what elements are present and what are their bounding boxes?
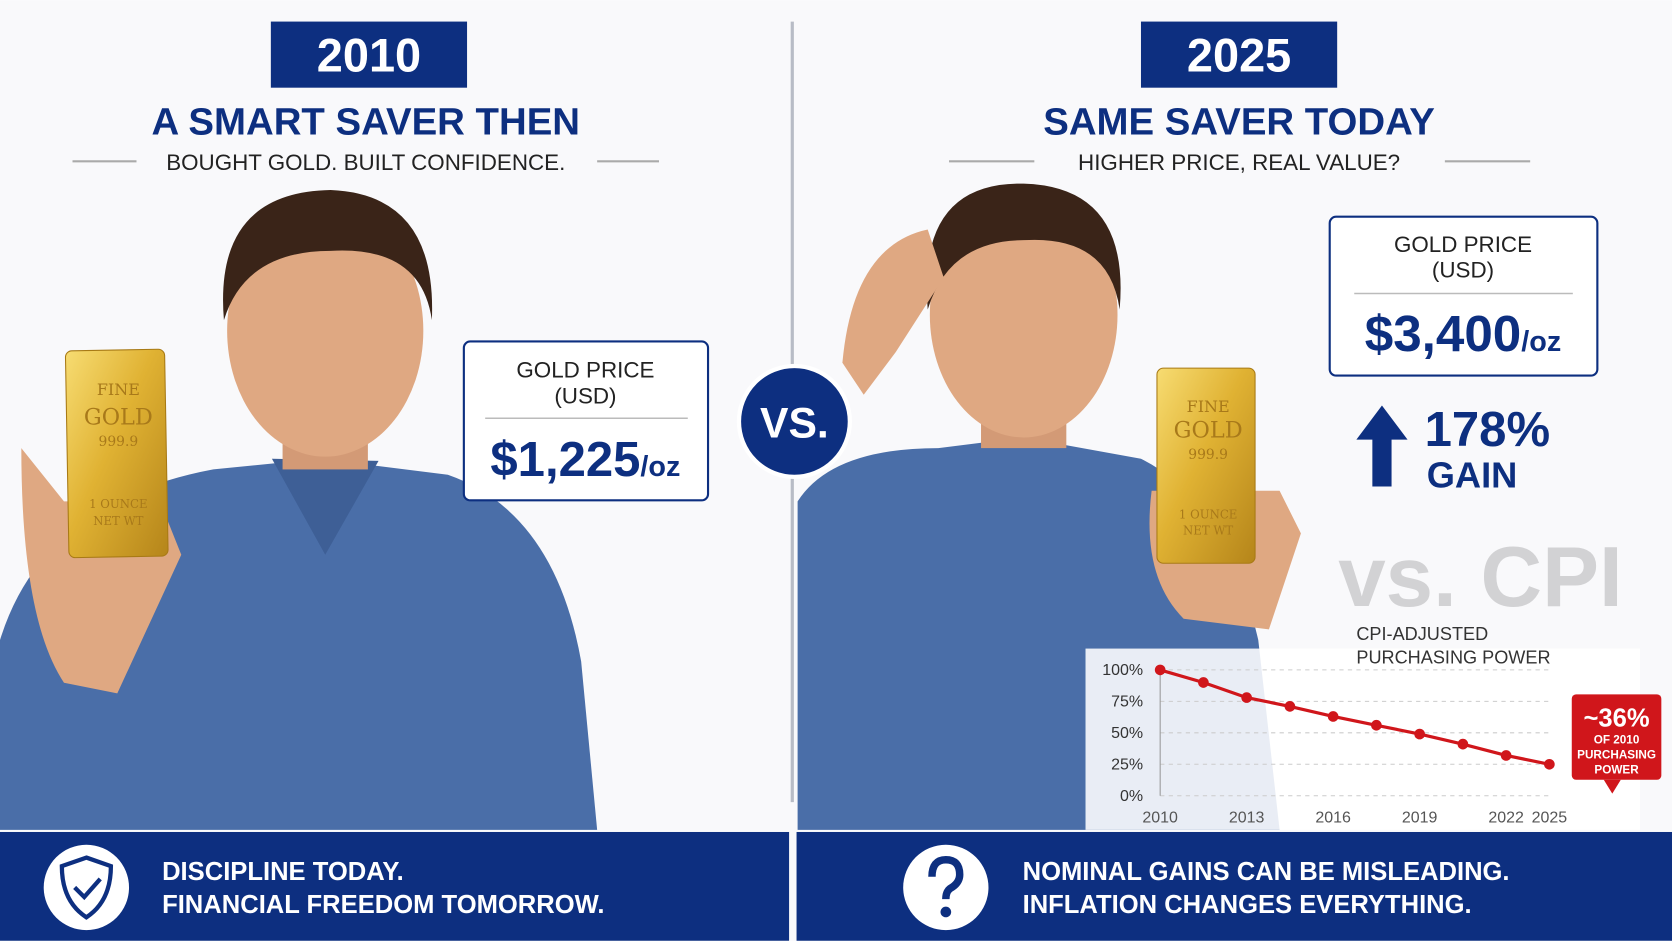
chart-panel: [1085, 648, 1641, 830]
price-label: (USD): [554, 383, 616, 408]
data-point: [1457, 738, 1469, 750]
chart-title: CPI-ADJUSTED: [1356, 624, 1488, 644]
callout-text: POWER: [1594, 763, 1639, 776]
x-tick-label: 2010: [1142, 809, 1178, 826]
price-unit: /oz: [640, 451, 680, 483]
price-box: [1328, 215, 1599, 377]
year: 2010: [317, 30, 421, 82]
footer-text: FINANCIAL FREEDOM TOMORROW.: [162, 891, 604, 919]
year: 2025: [1187, 30, 1291, 82]
watermark: vs. CPI: [1338, 530, 1622, 625]
y-tick-label: 0%: [1120, 788, 1143, 805]
series-line: [1159, 668, 1550, 766]
data-point: [1154, 664, 1166, 676]
price-value: $1,225: [490, 433, 640, 487]
bar-engraving: 1 OUNCE: [1179, 507, 1237, 521]
left-person: [0, 190, 598, 830]
gain-label: GAIN: [1427, 455, 1518, 496]
chart-title: PURCHASING POWER: [1356, 648, 1550, 668]
x-tick-label: 2016: [1315, 809, 1351, 826]
data-point: [1371, 719, 1382, 731]
footer: [0, 831, 790, 941]
data-point: [1414, 728, 1425, 740]
title: SAME SAVER TODAY: [1043, 101, 1435, 144]
data-point: [1198, 677, 1209, 688]
price-label: (USD): [1432, 257, 1494, 282]
bar-engraving: 999.9: [99, 434, 139, 450]
callout-value: ~36%: [1583, 704, 1649, 732]
y-tick-label: 75%: [1111, 694, 1143, 711]
data-point: [1544, 758, 1555, 770]
bar-engraving: NET WT: [93, 514, 143, 528]
left-gold-bar: [64, 348, 169, 559]
price-label: GOLD PRICE: [516, 358, 654, 383]
x-tick-label: 2025: [1532, 809, 1568, 826]
price-label: GOLD PRICE: [1394, 232, 1532, 257]
footer-text: NOMINAL GAINS CAN BE MISLEADING.: [1023, 858, 1510, 886]
data-point: [1500, 750, 1512, 761]
year-box: [270, 21, 468, 88]
year-box: [1140, 21, 1338, 88]
callout: [1603, 779, 1621, 794]
bar-engraving: FINE: [97, 380, 140, 399]
question-icon: [940, 906, 952, 918]
data-point: [1241, 692, 1252, 703]
vs-badge: [736, 363, 852, 480]
bar-engraving: 999.9: [1188, 447, 1228, 463]
data-point: [1284, 701, 1296, 712]
bar-engraving: NET WT: [1183, 523, 1233, 537]
callout-text: OF 2010: [1594, 733, 1640, 746]
bar-engraving: GOLD: [84, 405, 153, 431]
y-tick-label: 25%: [1111, 757, 1143, 774]
x-tick-label: 2013: [1229, 809, 1265, 826]
x-tick-label: 2019: [1402, 809, 1438, 826]
x-tick-label: 2022: [1488, 809, 1524, 826]
shield-icon: [73, 877, 102, 901]
price: $1,225/oz: [490, 433, 680, 487]
price: $3,400/oz: [1365, 305, 1561, 362]
subtitle: HIGHER PRICE, REAL VALUE?: [1078, 150, 1400, 175]
callout: [1571, 694, 1662, 780]
bar-engraving: 1 OUNCE: [89, 497, 147, 511]
price-box: [462, 340, 710, 502]
bar-engraving: FINE: [1187, 397, 1230, 416]
price-value: $3,400: [1365, 305, 1522, 362]
up-arrow: [1356, 405, 1408, 487]
right-gold-bar: [1156, 367, 1256, 564]
shield-icon: [59, 855, 114, 920]
subtitle: BOUGHT GOLD. BUILT CONFIDENCE.: [166, 150, 565, 175]
y-tick-label: 100%: [1102, 662, 1143, 679]
callout-text: PURCHASING: [1577, 748, 1656, 761]
vs-label: VS.: [760, 399, 829, 447]
price-unit: /oz: [1521, 326, 1561, 358]
bar-engraving: GOLD: [1174, 417, 1243, 443]
footer-text: INFLATION CHANGES EVERYTHING.: [1023, 891, 1472, 919]
title: A SMART SAVER THEN: [151, 101, 580, 144]
gain-percent: 178%: [1425, 403, 1550, 457]
footer-text: DISCIPLINE TODAY.: [162, 858, 404, 886]
question-icon: [928, 855, 964, 900]
y-tick-label: 50%: [1111, 725, 1143, 742]
data-point: [1327, 711, 1339, 722]
